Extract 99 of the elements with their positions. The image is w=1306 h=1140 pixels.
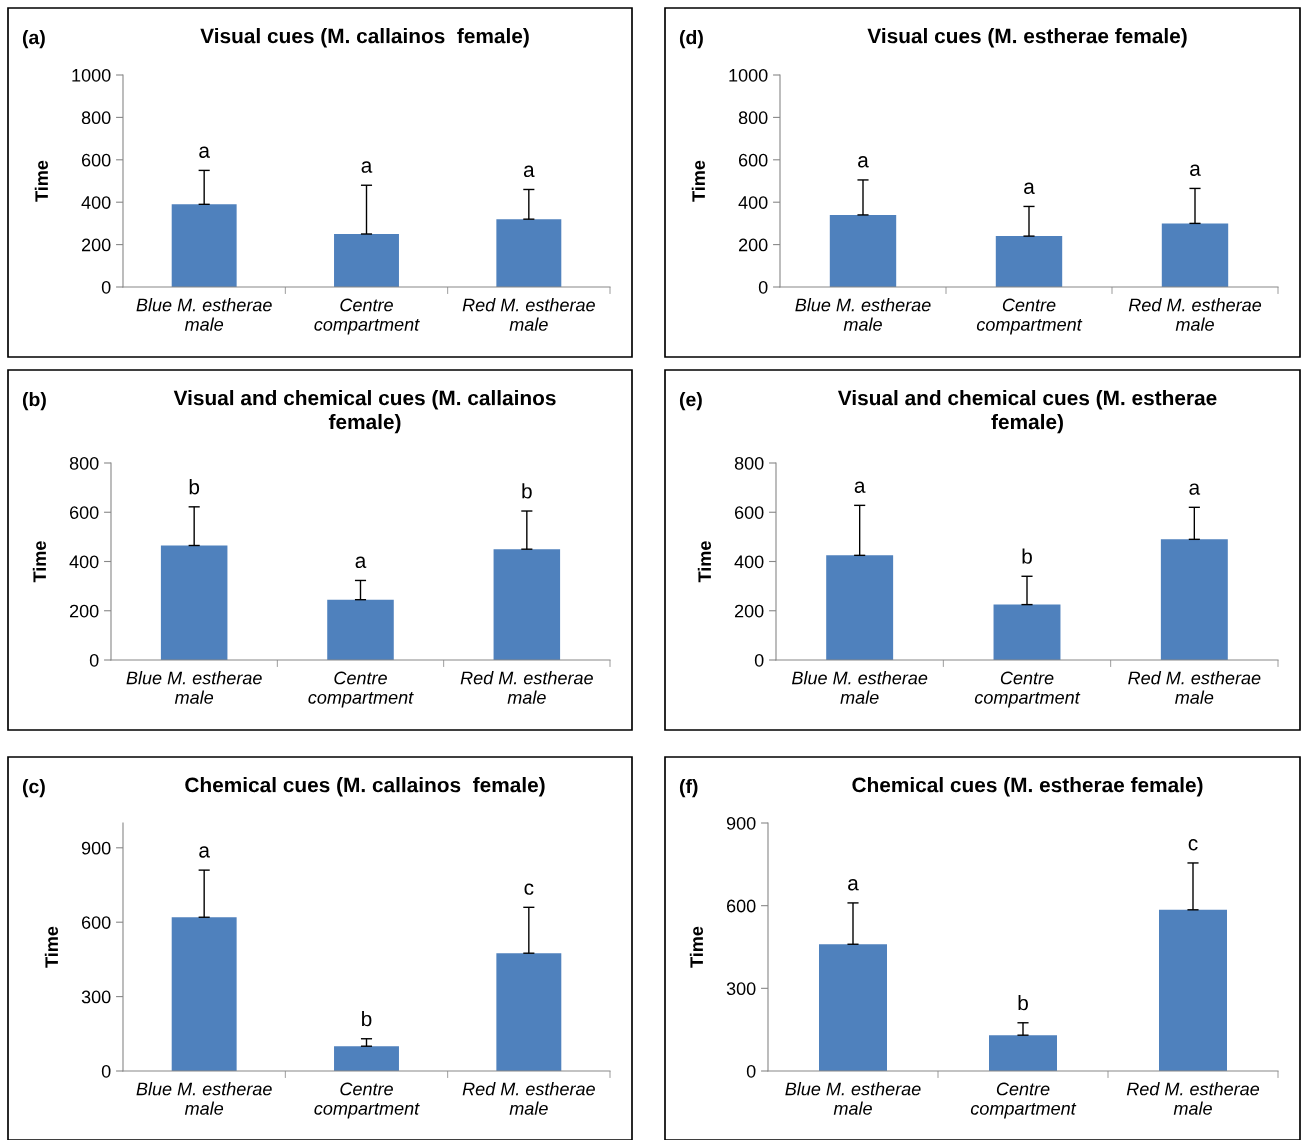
annotation: a	[1190, 164, 1201, 176]
bar	[819, 944, 887, 1071]
y-tick-label: 600	[734, 506, 764, 519]
annotation: b	[362, 1011, 372, 1027]
y-tick-label: 400	[738, 196, 768, 209]
bar	[993, 604, 1061, 660]
y-tick-label: 0	[746, 1064, 756, 1078]
annotation: b	[1018, 995, 1028, 1011]
text: (a)	[22, 30, 45, 49]
y-tick-label: 800	[738, 111, 768, 125]
y-tick-label: 0	[758, 280, 768, 294]
y-tick-label: 600	[81, 153, 111, 167]
x-tick-label: Blue M. estherae male	[126, 671, 262, 704]
y-axis-title: Time	[44, 926, 59, 968]
bar	[826, 555, 894, 660]
annotation: c	[524, 883, 534, 895]
x-tick-label: Red M. estherae male	[1128, 671, 1261, 704]
annotation: a	[848, 879, 859, 891]
y-tick-label: 0	[754, 653, 764, 667]
y-tick-label: 400	[734, 555, 764, 569]
y-tick-label: 600	[69, 506, 99, 519]
y-tick-label: 400	[81, 196, 111, 209]
y-tick-label: 0	[89, 653, 99, 667]
annotation: b	[1022, 548, 1032, 564]
y-axis-title: Time	[691, 160, 706, 202]
x-tick-label: Centre compartment	[970, 1082, 1077, 1119]
x-tick-label: Blue M. estherae male	[795, 298, 931, 331]
annotation: b	[189, 479, 200, 495]
y-tick-label: 200	[69, 604, 99, 618]
y-axis-title: Time	[32, 541, 47, 583]
x-tick-label: Red M. estherae male	[462, 1082, 595, 1115]
chart-title: Visual and chemical cues (M. callainos female)	[173, 390, 556, 434]
annotation: a	[361, 161, 373, 173]
annotation: a	[1024, 182, 1035, 194]
annotation: a	[1189, 483, 1201, 495]
x-tick-label: Red M. estherae male	[460, 671, 593, 704]
annotation: b	[522, 483, 532, 499]
y-tick-label: 200	[734, 604, 764, 618]
bar	[327, 599, 394, 660]
y-tick-label: 400	[69, 555, 99, 569]
y-tick-label: 600	[738, 153, 768, 167]
bar	[171, 204, 237, 287]
text: (f)	[679, 779, 698, 798]
x-tick-label: Red M. estherae male	[462, 298, 595, 331]
y-tick-label: 900	[726, 816, 756, 830]
x-tick-label: Blue M. estherae male	[785, 1082, 921, 1115]
bar	[1159, 909, 1227, 1071]
y-tick-label: 800	[734, 456, 764, 470]
y-tick-label: 1000	[72, 68, 111, 82]
annotation: a	[523, 165, 535, 178]
x-tick-label: Red M. estherae male	[1128, 298, 1262, 331]
chart-title: Visual cues (M. callainos female)	[200, 28, 529, 48]
chart-title: Visual and chemical cues (M. estherae female)	[837, 390, 1217, 434]
y-tick-label: 1000	[729, 68, 768, 82]
x-tick-label: Blue M. estherae male	[136, 298, 272, 331]
y-tick-label: 600	[81, 916, 111, 929]
bar	[496, 219, 562, 287]
y-tick-label: 300	[81, 990, 111, 1004]
chart-title: Chemical cues (M. callainos female)	[185, 777, 545, 797]
x-tick-label: Centre compartment	[974, 671, 1081, 708]
bar	[160, 545, 228, 660]
x-tick-label: Centre compartment	[308, 671, 414, 708]
y-tick-label: 800	[81, 111, 111, 125]
y-tick-label: 600	[726, 899, 756, 913]
annotation: a	[199, 146, 210, 158]
y-tick-label: 900	[81, 841, 111, 855]
y-tick-label: 0	[101, 1064, 111, 1078]
bar	[496, 953, 562, 1071]
bar	[493, 549, 561, 660]
y-tick-label: 800	[69, 456, 99, 470]
bar	[989, 1035, 1057, 1071]
bar	[334, 234, 399, 287]
x-tick-label: Blue M. estherae male	[791, 671, 928, 704]
y-axis-title: Time	[689, 926, 704, 968]
annotation: a	[854, 481, 866, 493]
text: (c)	[22, 779, 45, 798]
chart-title: Visual cues (M. estherae female)	[867, 28, 1187, 48]
bar	[1160, 539, 1228, 660]
bar	[334, 1046, 399, 1071]
y-tick-label: 200	[81, 238, 111, 252]
annotation: a	[355, 556, 367, 569]
text: (d)	[679, 30, 703, 49]
x-tick-label: Blue M. estherae male	[136, 1082, 272, 1115]
bar	[171, 917, 237, 1071]
annotation: a	[199, 846, 210, 858]
x-tick-label: Centre compartment	[314, 1082, 420, 1119]
y-axis-title: Time	[697, 541, 712, 583]
x-tick-label: Red M. estherae male	[1126, 1082, 1260, 1115]
chart-title: Chemical cues (M. estherae female)	[852, 777, 1203, 797]
text: (b)	[22, 392, 46, 411]
x-tick-label: Centre compartment	[976, 298, 1083, 335]
y-tick-label: 0	[101, 280, 111, 294]
text: (e)	[679, 392, 702, 411]
annotation: c	[1188, 839, 1198, 851]
y-axis-title: Time	[34, 160, 49, 202]
x-tick-label: Centre compartment	[314, 298, 420, 335]
y-tick-label: 300	[726, 982, 756, 996]
y-tick-label: 200	[738, 238, 768, 252]
annotation: a	[858, 156, 869, 168]
